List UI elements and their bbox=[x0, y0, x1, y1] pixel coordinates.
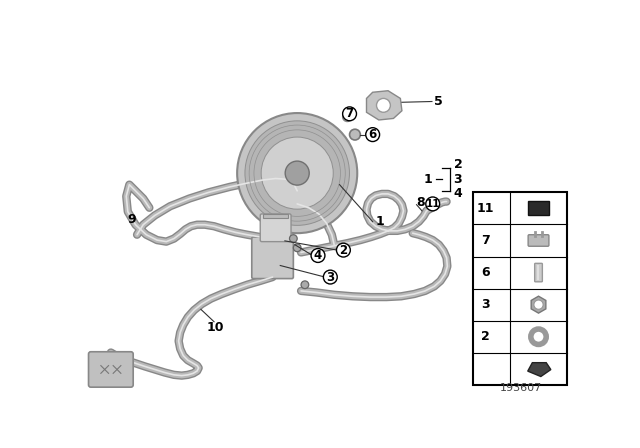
Text: 2: 2 bbox=[339, 244, 348, 257]
Circle shape bbox=[237, 113, 357, 233]
Text: 3: 3 bbox=[481, 298, 490, 311]
Text: 1: 1 bbox=[376, 215, 385, 228]
Text: 193607: 193607 bbox=[499, 383, 541, 392]
Circle shape bbox=[376, 99, 390, 112]
Text: 8: 8 bbox=[416, 196, 425, 209]
Text: 10: 10 bbox=[207, 321, 225, 334]
FancyBboxPatch shape bbox=[260, 214, 291, 241]
FancyBboxPatch shape bbox=[534, 263, 542, 282]
Circle shape bbox=[289, 235, 297, 242]
FancyBboxPatch shape bbox=[88, 352, 133, 387]
Circle shape bbox=[337, 243, 350, 257]
Circle shape bbox=[531, 329, 546, 345]
Circle shape bbox=[426, 197, 440, 211]
Circle shape bbox=[293, 244, 301, 252]
Text: 2: 2 bbox=[481, 330, 490, 343]
Circle shape bbox=[245, 121, 349, 225]
Polygon shape bbox=[367, 91, 402, 120]
Circle shape bbox=[323, 270, 337, 284]
Bar bbox=[263, 214, 288, 218]
Text: 4: 4 bbox=[454, 187, 462, 200]
Text: 11: 11 bbox=[426, 199, 440, 209]
Text: 6: 6 bbox=[481, 266, 490, 279]
Bar bbox=[528, 202, 549, 215]
FancyBboxPatch shape bbox=[252, 237, 293, 279]
Text: 1: 1 bbox=[424, 173, 433, 186]
Text: 6: 6 bbox=[369, 128, 377, 141]
Circle shape bbox=[365, 128, 380, 142]
Text: 3: 3 bbox=[326, 271, 334, 284]
Text: 7: 7 bbox=[481, 234, 490, 247]
FancyBboxPatch shape bbox=[528, 235, 549, 246]
Circle shape bbox=[534, 300, 543, 309]
Circle shape bbox=[261, 137, 333, 209]
Circle shape bbox=[349, 129, 360, 140]
Text: 7: 7 bbox=[346, 108, 354, 121]
Circle shape bbox=[311, 249, 325, 263]
Text: 9: 9 bbox=[127, 213, 136, 226]
Polygon shape bbox=[528, 363, 551, 376]
Text: 3: 3 bbox=[454, 173, 462, 186]
Polygon shape bbox=[531, 296, 546, 313]
Text: 2: 2 bbox=[454, 158, 462, 171]
Circle shape bbox=[301, 281, 308, 289]
Circle shape bbox=[342, 107, 356, 121]
Circle shape bbox=[342, 112, 352, 121]
Circle shape bbox=[285, 161, 309, 185]
Bar bbox=[473, 192, 566, 385]
Text: 4: 4 bbox=[314, 249, 322, 262]
Text: 11: 11 bbox=[476, 202, 494, 215]
Text: 5: 5 bbox=[435, 95, 443, 108]
